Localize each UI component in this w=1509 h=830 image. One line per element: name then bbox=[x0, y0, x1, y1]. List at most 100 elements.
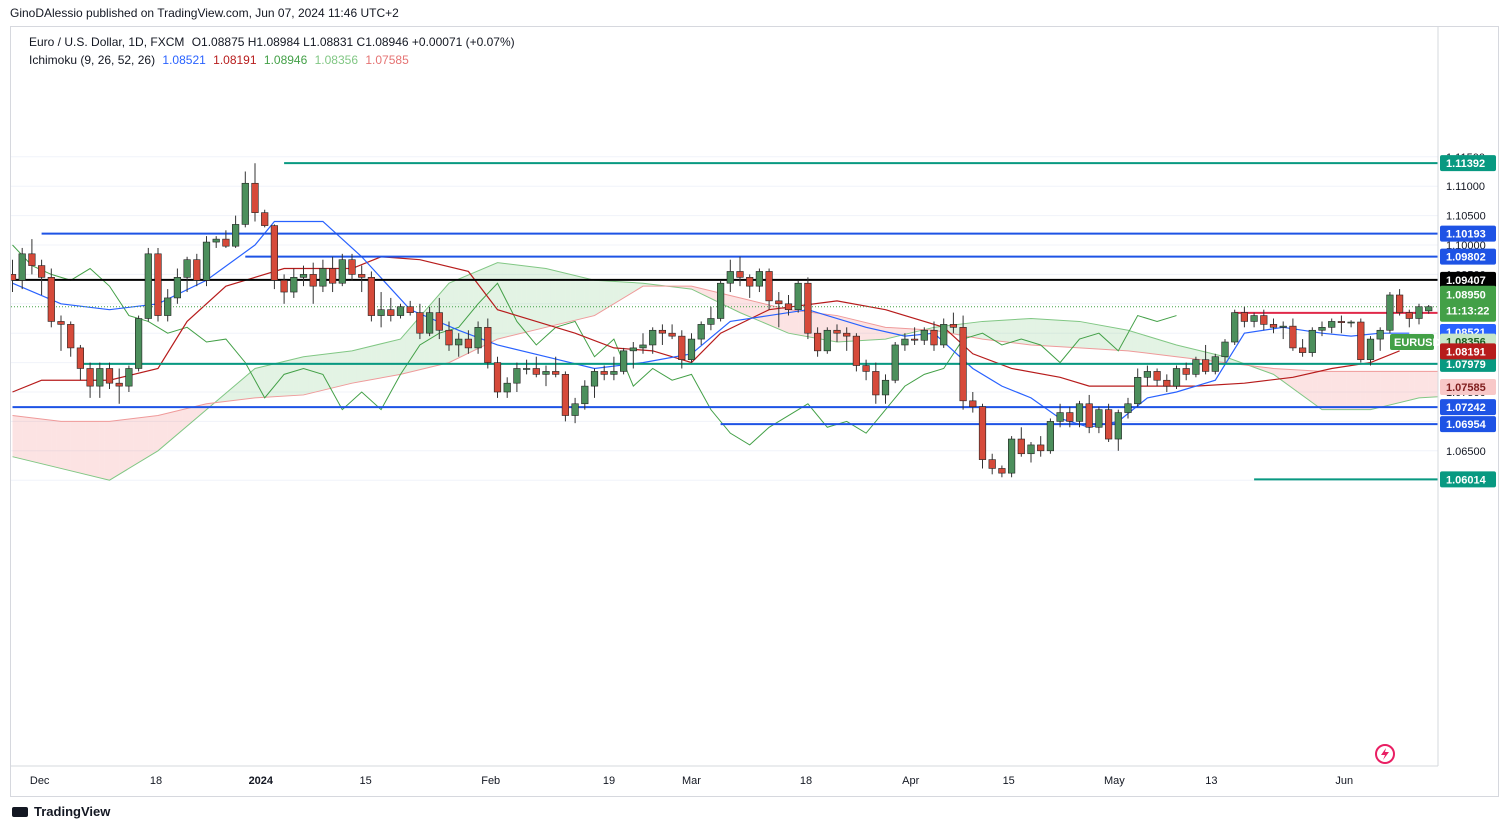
candle-56 bbox=[552, 356, 560, 378]
level-price-tag-3-text: 1.09407 bbox=[1446, 275, 1486, 287]
candle-67 bbox=[658, 324, 666, 345]
cloud-segment bbox=[769, 304, 774, 328]
level-price-tag-1-bg bbox=[1440, 225, 1496, 242]
candle-23 bbox=[232, 215, 240, 248]
cloud-segment bbox=[1132, 331, 1138, 353]
cloud-segment bbox=[1428, 371, 1434, 398]
tradingview-brand[interactable]: TradingView bbox=[12, 804, 110, 819]
time-tick-label: Jun bbox=[1335, 775, 1353, 787]
candle-98 bbox=[959, 315, 967, 410]
cloud-segment bbox=[17, 416, 23, 460]
candle-body bbox=[76, 347, 84, 369]
cloud-segment bbox=[992, 320, 998, 341]
replay-icon[interactable] bbox=[1375, 744, 1395, 764]
cloud-segment bbox=[245, 372, 251, 400]
candle-110 bbox=[1075, 400, 1084, 428]
candle-39 bbox=[387, 297, 395, 322]
cloud-segment bbox=[444, 283, 449, 364]
candle-body bbox=[212, 238, 220, 243]
candle-11 bbox=[115, 368, 123, 404]
level-price-tag-3-bg bbox=[1440, 271, 1496, 288]
cloud-segment bbox=[967, 322, 973, 338]
cloud-segment bbox=[1166, 342, 1172, 357]
candle-52 bbox=[513, 362, 521, 392]
cloud-segment bbox=[982, 321, 988, 340]
candle-body bbox=[561, 374, 569, 416]
candle-130 bbox=[1269, 318, 1278, 334]
symbol-legend[interactable]: Euro / U.S. Dollar, 1D, FXCM O1.08875 H1… bbox=[29, 35, 519, 49]
candle-119 bbox=[1163, 374, 1171, 392]
candle-body bbox=[532, 368, 540, 375]
candle-76 bbox=[746, 274, 754, 298]
cloud-segment bbox=[1288, 369, 1293, 389]
candle-body bbox=[1415, 306, 1423, 319]
candle-body bbox=[1105, 409, 1113, 440]
cloud-segment bbox=[773, 306, 779, 330]
candle-body bbox=[222, 238, 230, 247]
cloud-segment bbox=[1404, 371, 1410, 402]
chart-frame[interactable]: 1.115001.110001.105001.100001.095001.075… bbox=[10, 26, 1499, 797]
candle-54 bbox=[532, 356, 540, 378]
cloud-segment bbox=[143, 416, 149, 460]
cloud-segment bbox=[153, 415, 158, 454]
candle-60 bbox=[590, 368, 599, 398]
candle-body bbox=[425, 312, 434, 334]
candle-body bbox=[1260, 315, 1268, 325]
cloud-segment bbox=[94, 421, 100, 478]
brand-label: TradingView bbox=[34, 804, 111, 819]
price-chart[interactable]: 1.115001.110001.105001.100001.095001.075… bbox=[11, 27, 1498, 796]
cloud-segment bbox=[1355, 371, 1361, 410]
cloud-segment bbox=[788, 309, 794, 335]
candle-13 bbox=[135, 315, 143, 372]
candle-143 bbox=[1396, 289, 1404, 316]
cloud-segment bbox=[240, 376, 246, 400]
cloud-segment bbox=[1360, 371, 1366, 410]
candle-20 bbox=[202, 236, 211, 287]
candle-body bbox=[697, 324, 705, 340]
candle-123 bbox=[1202, 344, 1210, 375]
candle-body bbox=[978, 406, 987, 460]
candle-64 bbox=[629, 342, 637, 369]
candle-body bbox=[610, 371, 618, 375]
candle-133 bbox=[1299, 339, 1307, 357]
ichimoku-legend[interactable]: Ichimoku (9, 26, 52, 26) 1.08521 1.08191… bbox=[29, 53, 413, 67]
candle-68 bbox=[668, 324, 676, 340]
candle-27 bbox=[270, 224, 279, 290]
candle-body bbox=[552, 371, 560, 375]
candle-114 bbox=[1114, 409, 1122, 451]
candle-body bbox=[852, 335, 860, 366]
level-price-tag-8: 1.06014 bbox=[1440, 471, 1496, 488]
candle-body bbox=[435, 312, 443, 331]
candle-body bbox=[920, 329, 928, 341]
cloud-segment bbox=[453, 279, 459, 361]
cloud-segment bbox=[385, 341, 391, 378]
candle-5 bbox=[57, 315, 65, 351]
candle-body bbox=[57, 321, 65, 325]
candle-body bbox=[1192, 359, 1200, 375]
candle-body bbox=[600, 371, 608, 375]
candle-107 bbox=[1046, 418, 1054, 454]
candle-22 bbox=[222, 230, 230, 248]
candle-body bbox=[455, 338, 463, 346]
cloud-segment bbox=[230, 384, 236, 401]
cloud-segment bbox=[1181, 346, 1187, 358]
candle-41 bbox=[406, 300, 414, 316]
candle-102 bbox=[998, 465, 1006, 478]
candle-body bbox=[1299, 347, 1307, 353]
candle-body bbox=[678, 335, 686, 360]
candle-body bbox=[1124, 403, 1132, 413]
cloud-segment bbox=[798, 310, 804, 336]
candle-111 bbox=[1085, 394, 1093, 434]
cloud-segment bbox=[395, 339, 401, 376]
cloud-segment bbox=[1050, 319, 1056, 347]
candle-body bbox=[522, 368, 531, 370]
candle-body bbox=[1405, 312, 1413, 319]
level-price-tag-7-text: 1.06954 bbox=[1446, 419, 1487, 431]
cloud-segment bbox=[162, 413, 168, 447]
candle-140 bbox=[1366, 336, 1375, 366]
candle-30 bbox=[299, 265, 308, 287]
cloud-segment bbox=[594, 280, 600, 316]
candle-body bbox=[998, 468, 1006, 474]
cloud-segment bbox=[376, 343, 382, 379]
symbol-name: Euro / U.S. Dollar, 1D, FXCM bbox=[29, 35, 185, 49]
